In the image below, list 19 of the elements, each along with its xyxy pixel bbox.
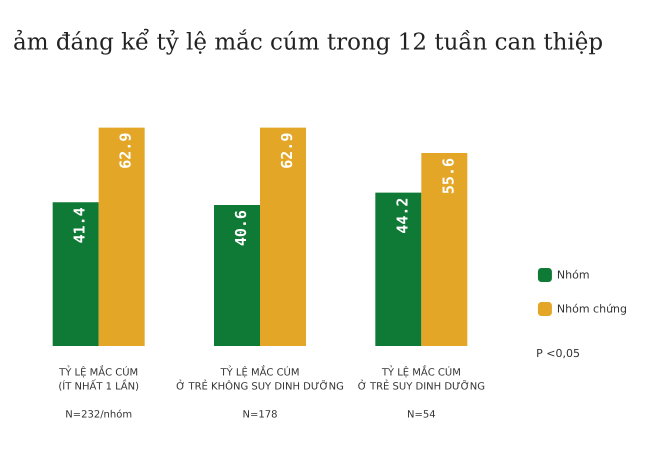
bar	[421, 152, 468, 346]
legend-label: Nhóm chứng	[556, 302, 628, 316]
bar	[260, 128, 306, 346]
data-label: 62.9	[278, 132, 296, 169]
category-label: TỶ LỆ MẮC CÚM Ở TRẺ SUY DINH DƯỠNG N=54	[358, 368, 485, 420]
data-label: 40.6	[232, 210, 250, 246]
text: P <0,05	[536, 347, 580, 360]
bar	[98, 128, 145, 346]
category-label: TỶ LỆ MẮC CÚM Ở TRẺ KHÔNG SUY DINH DƯỠNG N=178	[176, 368, 344, 420]
bar	[52, 202, 99, 346]
data-label: 62.9	[116, 132, 135, 169]
legend-label: Nhóm	[556, 268, 590, 282]
category-label: TỶ LỆ MẮC CÚM (ÍT NHẤT 1 LẦN) N=232/nhóm	[58, 368, 139, 420]
data-label: 55.6	[439, 158, 458, 194]
bar	[375, 192, 422, 346]
data-label: 41.4	[70, 207, 89, 244]
data-label: 44.2	[393, 198, 412, 234]
chart-title: ảm đáng kể tỷ lệ mắc cúm trong 12 tuần can thiệp	[13, 28, 604, 56]
bar	[214, 205, 260, 346]
